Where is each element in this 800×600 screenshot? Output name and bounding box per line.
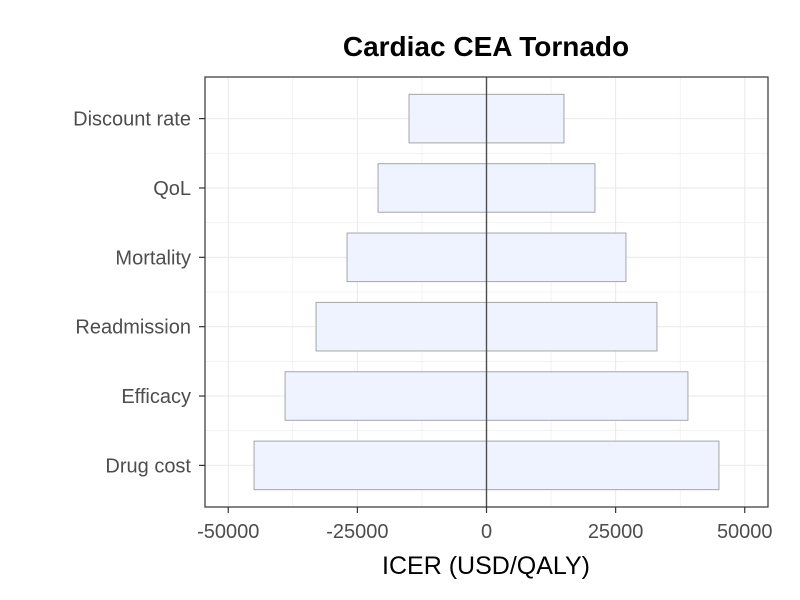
y-tick-label: QoL xyxy=(153,178,191,200)
x-axis-title: ICER (USD/QALY) xyxy=(382,552,590,580)
y-tick-label: Drug cost xyxy=(105,455,191,477)
y-tick-label: Mortality xyxy=(115,247,191,269)
x-tick-label: -25000 xyxy=(326,521,388,543)
x-tick-label: 0 xyxy=(481,521,492,543)
chart-title: Cardiac CEA Tornado xyxy=(343,31,629,62)
x-tick-label: 50000 xyxy=(717,521,773,543)
y-tick-label: Readmission xyxy=(75,317,191,339)
x-tick-label: 25000 xyxy=(588,521,644,543)
y-tick-label: Discount rate xyxy=(73,109,191,131)
axes: Discount rate QoL Mortality Readmission Effi… xyxy=(73,109,772,543)
y-tick-label: Efficacy xyxy=(121,386,191,408)
x-tick-label: -50000 xyxy=(197,521,259,543)
